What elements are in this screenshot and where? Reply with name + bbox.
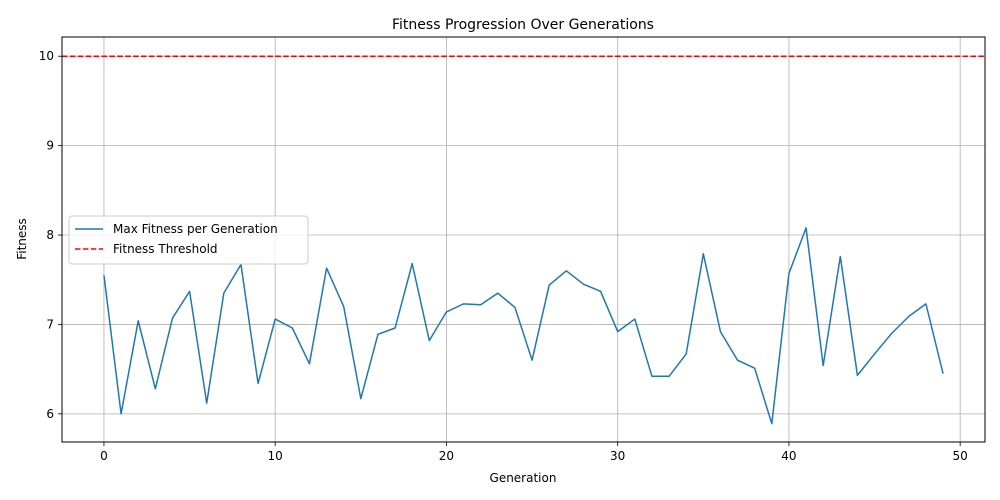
series-line-max-fitness <box>103 227 944 425</box>
plot-frame <box>61 36 986 443</box>
legend: Max Fitness per Generation Fitness Thres… <box>68 215 309 265</box>
y-tick-label: 7 <box>46 317 54 331</box>
series-layer <box>103 227 944 425</box>
legend-label-threshold: Fitness Threshold <box>113 242 218 256</box>
y-axis: 6 7 8 9 10 <box>39 49 62 421</box>
x-axis: 0 10 20 30 40 50 <box>100 442 968 463</box>
y-tick-label: 8 <box>46 228 54 242</box>
y-tick-label: 6 <box>46 407 54 421</box>
legend-box <box>68 215 309 265</box>
x-tick-label: 40 <box>781 449 796 463</box>
y-tick-label: 10 <box>39 49 54 63</box>
y-axis-label: Fitness <box>15 218 29 260</box>
x-tick-label: 30 <box>610 449 625 463</box>
x-tick-label: 10 <box>268 449 283 463</box>
x-tick-label: 0 <box>100 449 108 463</box>
legend-label-max-fitness: Max Fitness per Generation <box>113 222 278 236</box>
y-tick-label: 9 <box>46 139 54 153</box>
x-axis-label: Generation <box>490 471 557 485</box>
x-tick-label: 20 <box>439 449 454 463</box>
chart-title: Fitness Progression Over Generations <box>392 17 654 33</box>
x-tick-label: 50 <box>953 449 968 463</box>
